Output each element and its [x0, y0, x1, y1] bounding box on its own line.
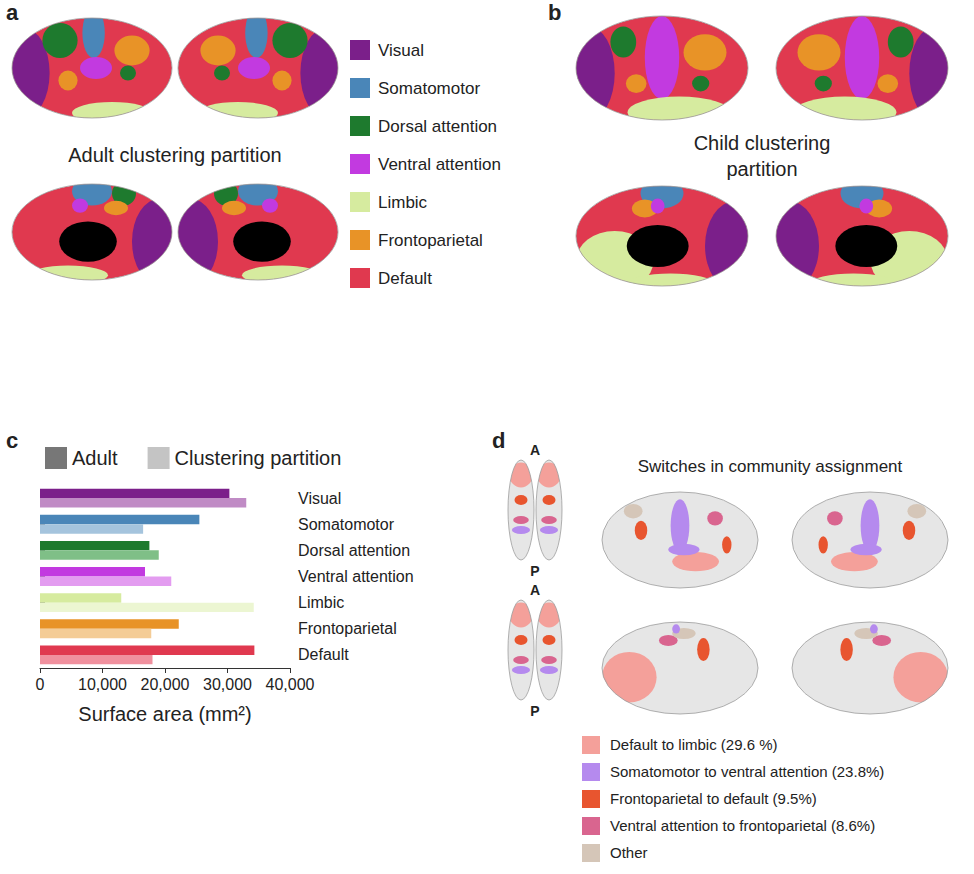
svg-text:Visual: Visual [298, 490, 341, 507]
svg-text:Dorsal attention: Dorsal attention [298, 542, 410, 559]
svg-text:Adult: Adult [72, 447, 118, 469]
svg-text:c: c [6, 428, 18, 453]
svg-text:30,000: 30,000 [203, 676, 252, 693]
svg-text:Frontoparietal: Frontoparietal [298, 620, 397, 637]
svg-text:0: 0 [36, 676, 45, 693]
svg-text:Dorsal attention: Dorsal attention [378, 117, 497, 136]
svg-text:d: d [492, 428, 505, 453]
svg-text:Limbic: Limbic [378, 193, 428, 212]
svg-text:Default to limbic (29.6 %): Default to limbic (29.6 %) [610, 736, 778, 753]
svg-text:Somatomotor to ventral attenti: Somatomotor to ventral attention (23.8%) [610, 763, 884, 780]
svg-text:Frontoparietal to default (9.5: Frontoparietal to default (9.5%) [610, 790, 817, 807]
svg-text:Ventral attention to frontopar: Ventral attention to frontoparietal (8.6… [610, 817, 875, 834]
svg-text:Child clustering: Child clustering [694, 132, 831, 154]
svg-text:20,000: 20,000 [141, 676, 190, 693]
svg-text:Default: Default [378, 269, 432, 288]
svg-text:P: P [530, 703, 539, 719]
svg-text:A: A [530, 442, 540, 458]
svg-text:P: P [530, 563, 539, 579]
svg-text:Somatomotor: Somatomotor [298, 516, 395, 533]
svg-text:Clustering partition: Clustering partition [175, 447, 342, 469]
svg-text:b: b [548, 0, 561, 25]
svg-text:Ventral attention: Ventral attention [378, 155, 501, 174]
svg-text:Default: Default [298, 646, 349, 663]
svg-text:Frontoparietal: Frontoparietal [378, 231, 483, 250]
svg-text:Limbic: Limbic [298, 594, 344, 611]
svg-text:Somatomotor: Somatomotor [378, 79, 480, 98]
svg-text:A: A [530, 582, 540, 598]
svg-text:Surface area (mm²): Surface area (mm²) [78, 703, 251, 725]
svg-text:partition: partition [726, 158, 797, 180]
svg-text:10,000: 10,000 [78, 676, 127, 693]
svg-text:a: a [6, 0, 19, 25]
svg-text:Ventral attention: Ventral attention [298, 568, 414, 585]
svg-text:Visual: Visual [378, 41, 424, 60]
svg-text:40,000: 40,000 [266, 676, 315, 693]
svg-text:Adult clustering partition: Adult clustering partition [68, 144, 281, 166]
svg-text:Switches in community assignme: Switches in community assignment [638, 457, 903, 476]
svg-text:Other: Other [610, 844, 648, 861]
